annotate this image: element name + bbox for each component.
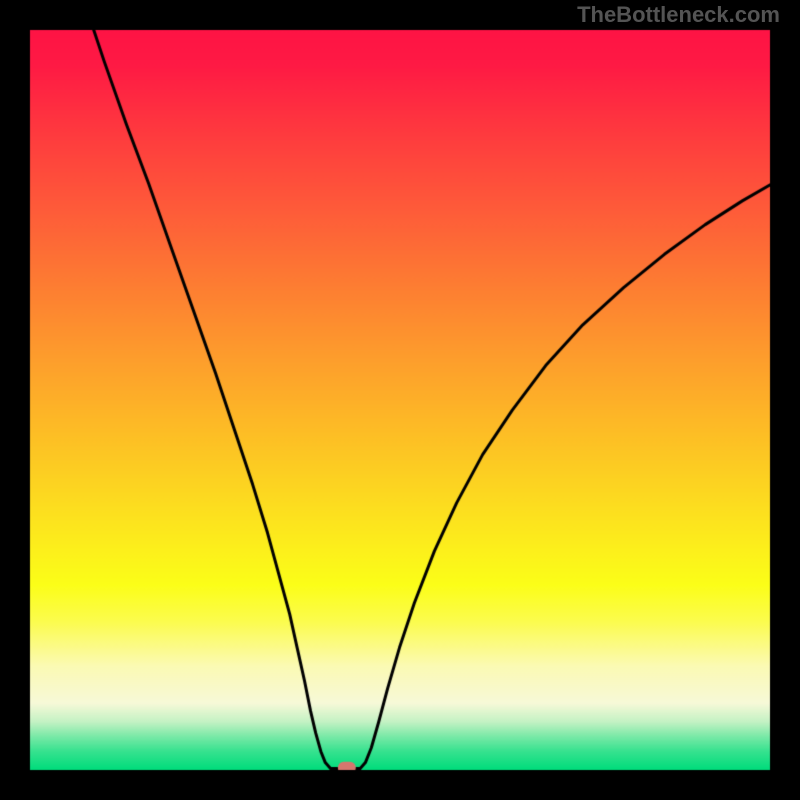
chart-stage: TheBottleneck.com [0, 0, 800, 800]
watermark-text: TheBottleneck.com [577, 2, 780, 28]
bottleneck-chart-canvas [0, 0, 800, 800]
